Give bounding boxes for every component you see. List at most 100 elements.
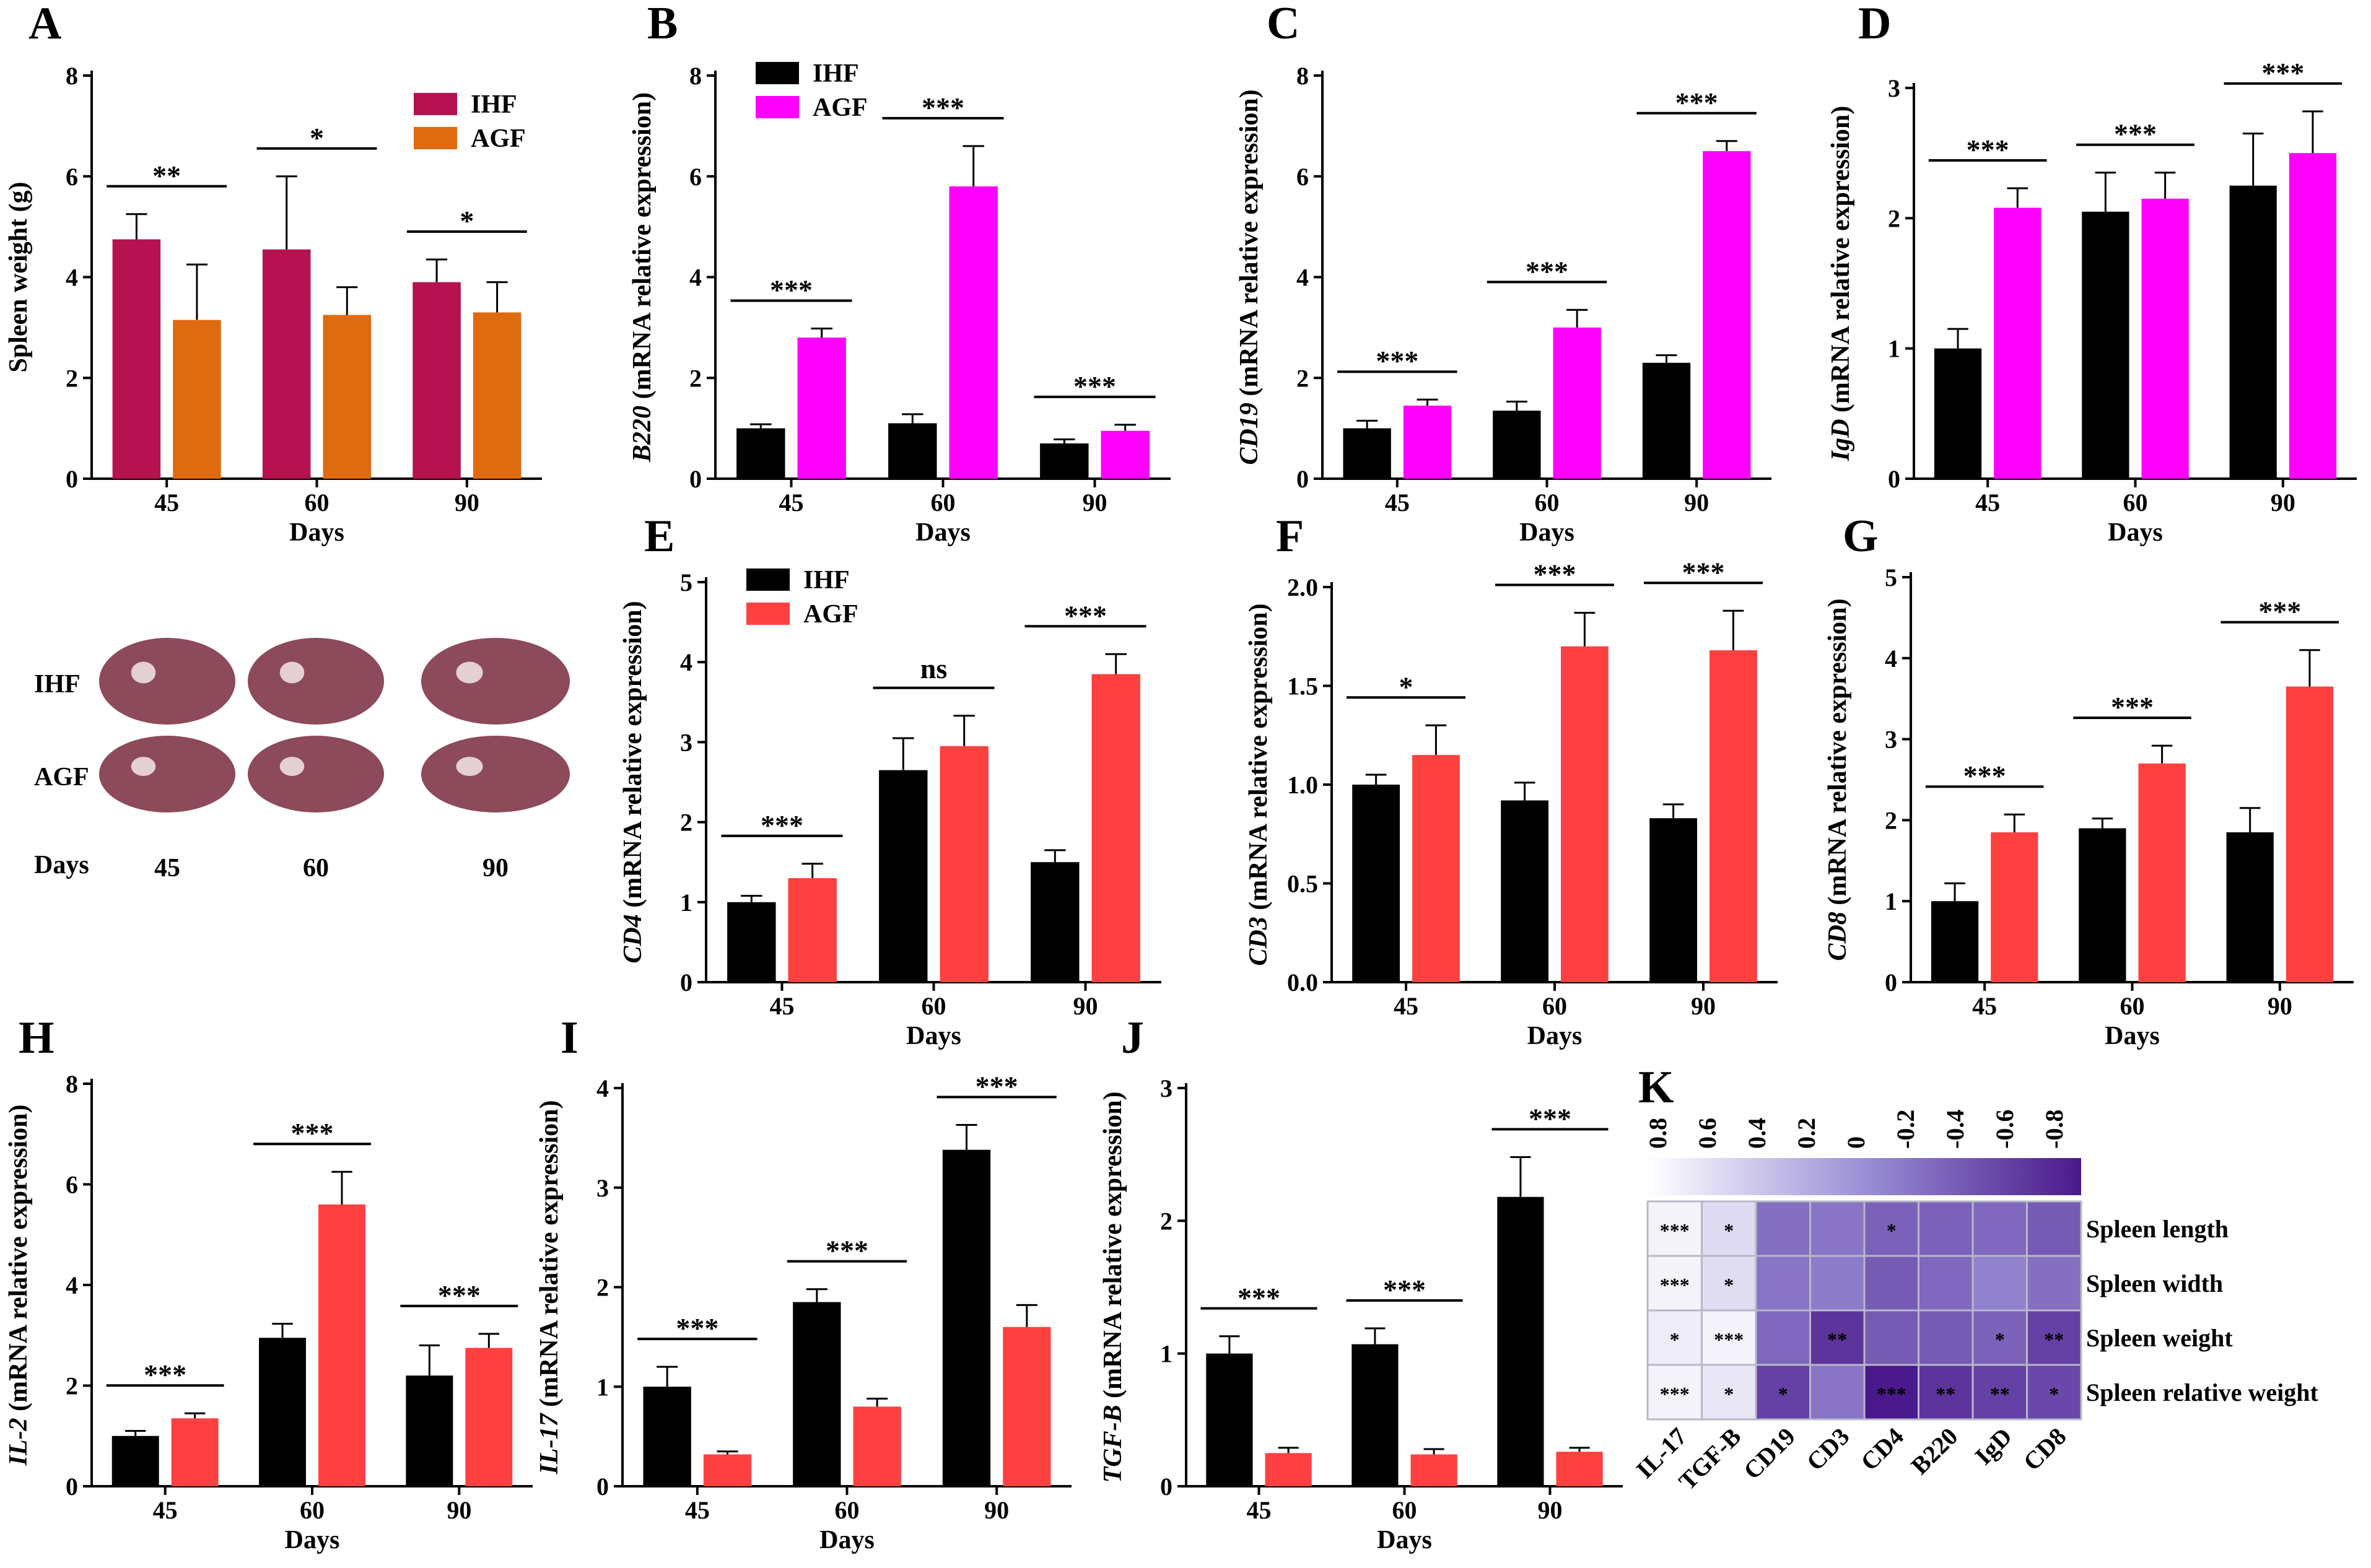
bar-agf [1412, 755, 1460, 982]
y-tick-label: 0 [680, 969, 692, 996]
bar-ihf [1642, 362, 1691, 479]
heatmap-star: *** [1660, 1383, 1690, 1405]
y-tick-label: 2 [1160, 1207, 1172, 1235]
heatmap-cell [2026, 1309, 2082, 1366]
panel-label: B [647, 0, 678, 49]
heatmap-star: * [1995, 1328, 2005, 1351]
heatmap-column-label: CD3 [1801, 1422, 1855, 1476]
heatmap-cell [1971, 1200, 2028, 1257]
y-axis-title: Spleen weight (g) [4, 182, 33, 373]
bar-agf [1553, 327, 1601, 479]
legend-label: IHF [803, 566, 850, 595]
bar-ihf [259, 1338, 306, 1486]
panel-j: J 0 1 2 3 45 *** 60 *** 90 *** Days TGF-B (mRNA rela… [1099, 1013, 1623, 1554]
y-tick-label: 0 [1885, 969, 1897, 996]
legend-swatch-ihf [746, 568, 790, 591]
colorbar-tick-label: -0.6 [1991, 1110, 2019, 1149]
bar-ihf [2226, 832, 2274, 982]
heatmap-row-label: Spleen length [2086, 1215, 2229, 1243]
x-axis-title: Days [915, 518, 971, 547]
heatmap-row-label: Spleen relative weight [2086, 1379, 2318, 1406]
bar-agf [797, 338, 846, 479]
panel-label: K [1638, 1062, 1674, 1113]
y-axis-title: IL-17 (mRNA relative expression) [535, 1100, 564, 1475]
y-tick-label: 5 [1885, 564, 1897, 591]
gene-name: CD4 [619, 908, 647, 964]
significance-label: *** [1534, 558, 1576, 590]
panel-h: H 0 2 4 6 8 45 *** 60 *** 90 *** Days IL-2 (mRNA rela… [4, 1013, 533, 1554]
significance-label: *** [1529, 1102, 1571, 1134]
gene-name: B220 [628, 399, 657, 463]
colorbar-tick-label: 0.8 [1644, 1118, 1672, 1149]
y-tick-label: 3 [680, 728, 692, 756]
heatmap-cell [1918, 1364, 1974, 1421]
bar-ihf [1493, 411, 1541, 479]
spleen-highlight [456, 757, 483, 777]
bar-ihf [942, 1149, 991, 1486]
x-tick-label: 90 [1684, 489, 1709, 516]
bar-ihf [879, 770, 928, 982]
x-axis-title: Days [819, 1526, 875, 1554]
heatmap-star: ** [1990, 1383, 2010, 1405]
significance-label: *** [1963, 760, 2006, 791]
y-tick-label: 1 [1160, 1340, 1172, 1368]
spleen-photo [421, 736, 570, 812]
y-tick-label: 4 [66, 264, 78, 292]
significance-label: *** [2111, 691, 2154, 723]
bar-agf [1991, 832, 2038, 982]
heatmap-cell [2026, 1364, 2082, 1421]
measure-name: (mRNA relative expression) [535, 1100, 564, 1407]
heatmap-star: * [1724, 1274, 1734, 1296]
heatmap-star: * [1778, 1383, 1788, 1405]
significance-label: *** [291, 1117, 334, 1149]
measure-name: (mRNA relative expression) [4, 1105, 33, 1411]
bar-ihf [406, 1375, 453, 1486]
heatmap-cell [1755, 1309, 1811, 1366]
significance-label: * [310, 122, 324, 154]
heatmap-cell [1809, 1364, 1866, 1421]
gene-name: IL-2 [4, 1411, 33, 1466]
x-axis-title: Days [285, 1526, 340, 1554]
y-tick-label: 8 [66, 1070, 78, 1098]
y-tick-label: 1 [1888, 335, 1900, 363]
significance-label: ** [152, 160, 181, 191]
heatmap-row-label: Spleen weight [2086, 1324, 2233, 1352]
y-axis-title: CD8 (mRNA relative expression) [1823, 598, 1852, 960]
gene-name: IL-17 [535, 1407, 564, 1475]
y-tick-label: 3 [1888, 74, 1900, 102]
y-axis-title: IL-2 (mRNA relative expression) [4, 1105, 33, 1466]
bar-ihf [643, 1387, 691, 1486]
significance-label: * [1399, 671, 1413, 702]
significance-label: *** [2114, 118, 2157, 150]
y-tick-label: 1 [1885, 887, 1897, 915]
x-tick-label: 60 [1535, 489, 1560, 516]
bar-agf [1003, 1326, 1051, 1486]
bar-agf [2138, 763, 2186, 982]
bar-agf [1994, 207, 2041, 479]
y-tick-label: 0 [1296, 465, 1309, 493]
y-tick-label: 6 [66, 1171, 78, 1199]
significance-label: *** [826, 1235, 868, 1266]
spleen-photo [99, 736, 235, 812]
colorbar-tick-label: 0.2 [1792, 1118, 1820, 1149]
heatmap-cell [1809, 1255, 1866, 1312]
heatmap-column-label: CD19 [1738, 1422, 1801, 1485]
y-tick-label: 6 [689, 163, 702, 191]
heatmap-star: * [2049, 1383, 2059, 1405]
heatmap-cell [1971, 1364, 2028, 1421]
photo-row-label: IHF [34, 670, 81, 699]
y-tick-label: 8 [1296, 62, 1309, 90]
y-tick-label: 0 [66, 1473, 78, 1500]
panel-i: I 0 1 2 3 4 45 *** 60 *** 90 *** Days IL-17 (mRNA rel… [535, 1013, 1072, 1554]
x-tick-label: 60 [1392, 1496, 1417, 1524]
bar-agf [473, 312, 522, 479]
legend-label: IHF [471, 90, 517, 119]
y-tick-label: 5 [680, 568, 692, 596]
y-tick-label: 2 [66, 364, 78, 392]
significance-label: *** [1383, 1274, 1426, 1305]
heatmap-cell [1701, 1364, 1757, 1421]
spleen-photo [248, 638, 384, 725]
x-tick-label: 90 [455, 489, 479, 516]
significance-label: *** [1073, 370, 1116, 402]
